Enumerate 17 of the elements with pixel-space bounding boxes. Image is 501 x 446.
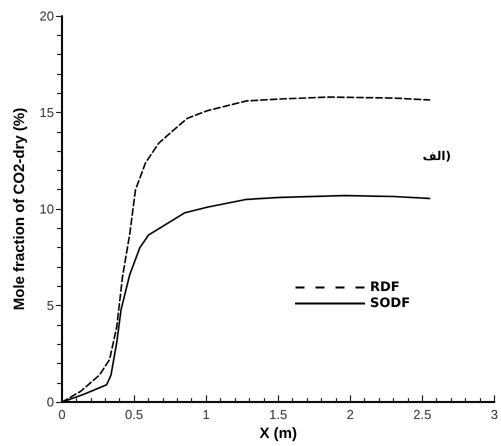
y-tick-label: 5 xyxy=(46,298,54,314)
x-tick-label: 1 xyxy=(202,407,210,422)
x-tick-label: 0 xyxy=(58,407,66,422)
x-tick-label: 2.5 xyxy=(413,407,432,422)
y-tick-label: 20 xyxy=(40,8,54,24)
y-axis-title: Mole fraction of CO2-dry (%) xyxy=(11,108,28,310)
y-tick-label: 15 xyxy=(40,105,54,120)
y-tick-label: 0 xyxy=(46,394,54,410)
x-axis-title: X (m) xyxy=(259,425,297,442)
x-tick-label: 0.5 xyxy=(125,407,144,422)
x-tick-label: 3 xyxy=(490,407,498,422)
x-tick-label: 1.5 xyxy=(269,407,288,422)
x-tick-label: 2 xyxy=(346,407,354,422)
y-tick-label: 10 xyxy=(40,202,54,217)
legend-label: SODF xyxy=(370,296,410,311)
annotation: الف) xyxy=(422,149,452,163)
legend-label: RDF xyxy=(370,280,400,295)
